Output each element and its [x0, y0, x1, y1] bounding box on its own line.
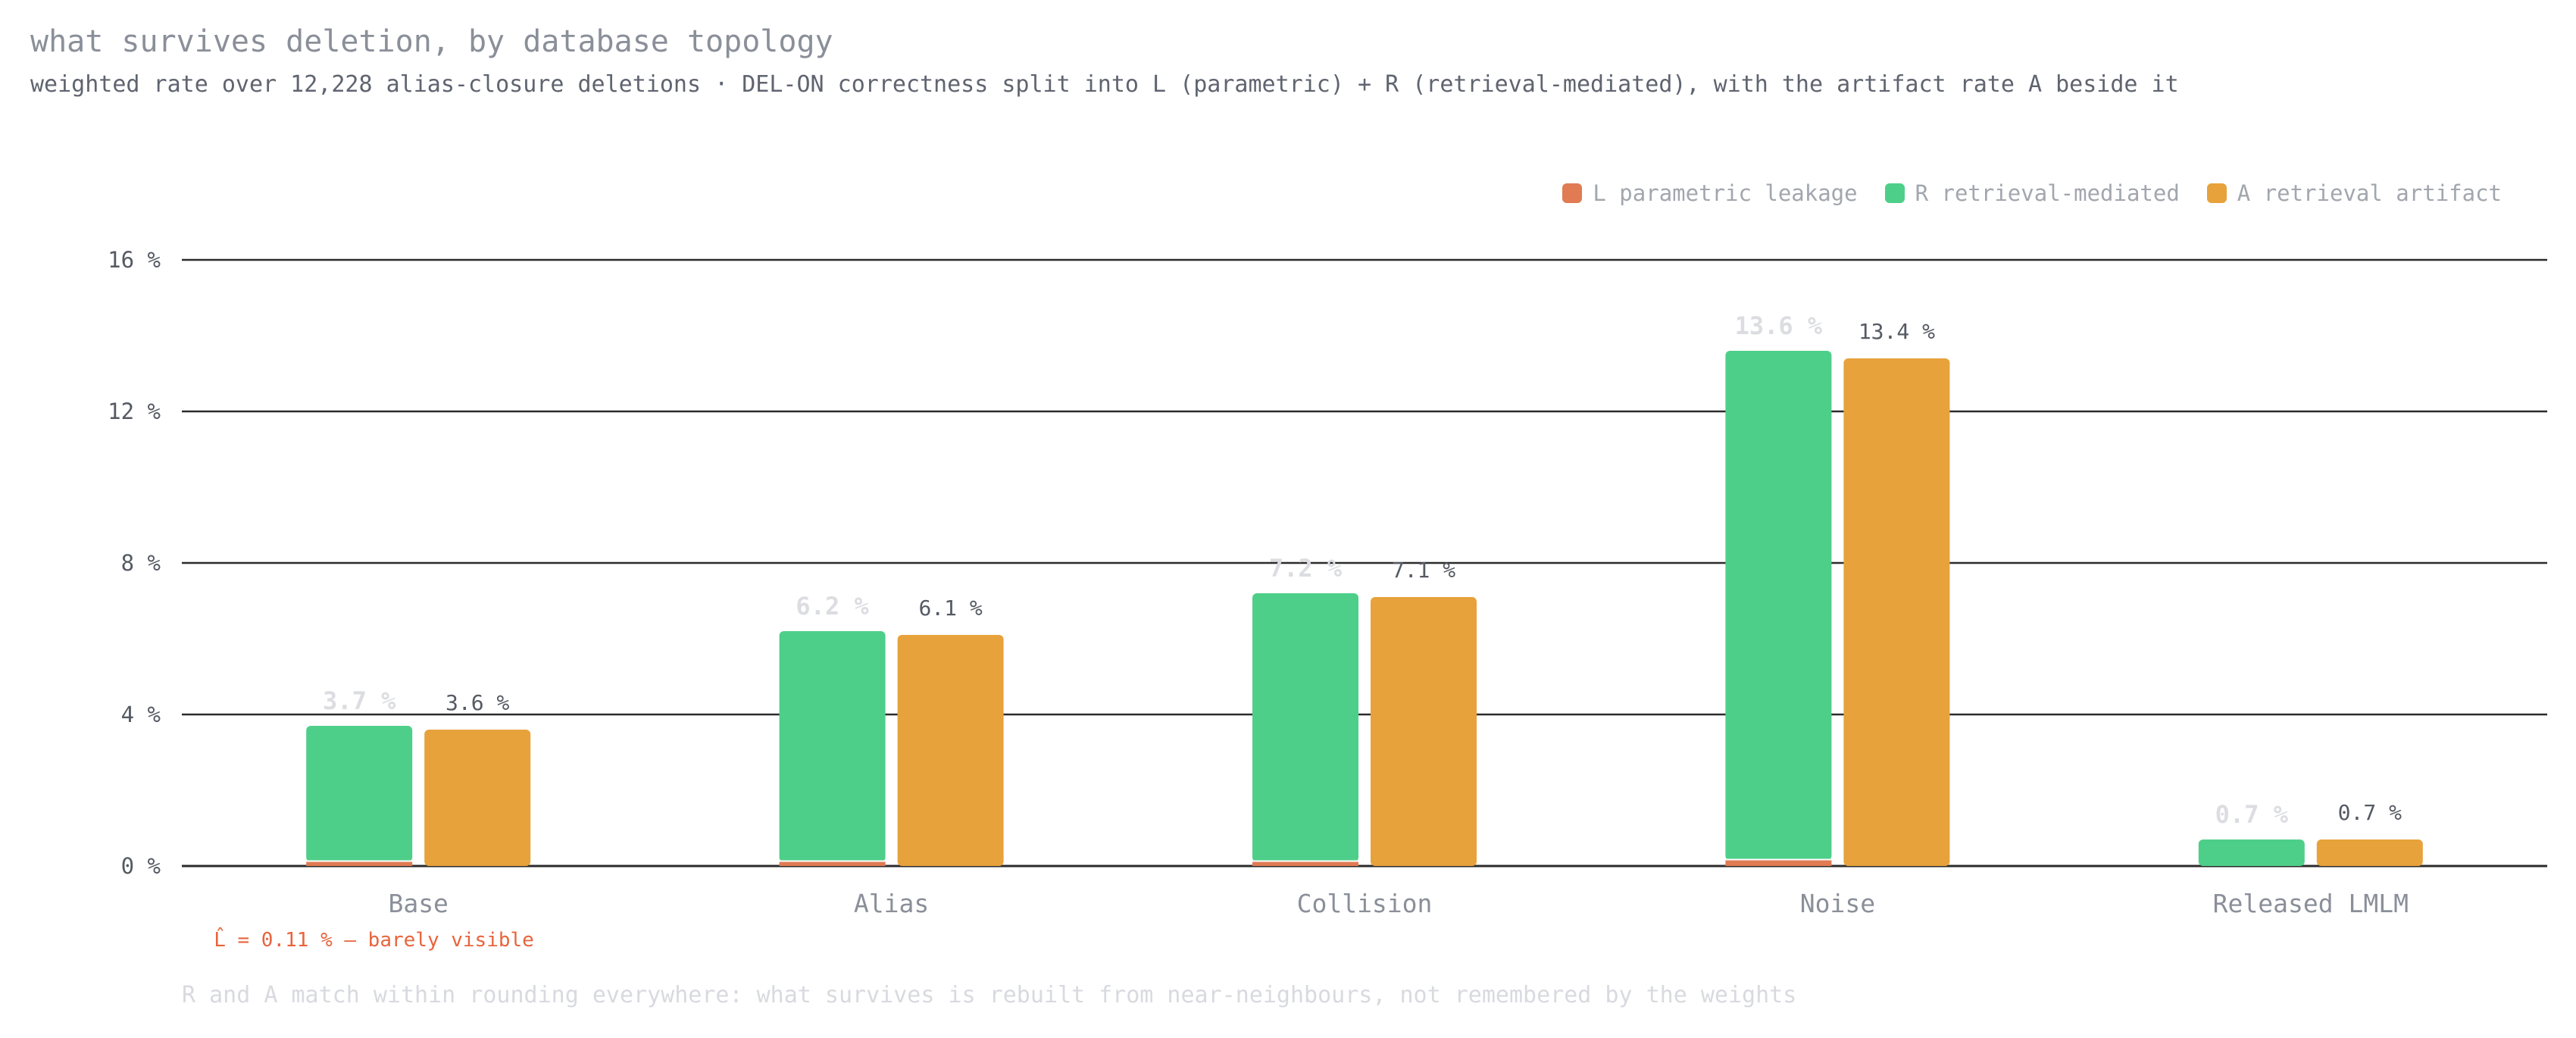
- data-label-del-on: 0.7 %: [2215, 800, 2289, 829]
- x-tick-label: Base: [388, 889, 448, 918]
- legend-swatch-l: [1562, 183, 1583, 203]
- legend-item-l: L parametric leakage: [1562, 180, 1858, 206]
- bar-r-base: [306, 726, 413, 862]
- annotation-l-hat: L̂ = 0.11 % — barely visible: [214, 926, 534, 952]
- bar-a-base: [424, 730, 531, 866]
- data-label-artifact: 0.7 %: [2338, 800, 2402, 825]
- legend: L parametric leakage R retrieval-mediate…: [1562, 180, 2502, 206]
- chart-subtitle: weighted rate over 12,228 alias-closure …: [30, 71, 2179, 98]
- bar-a-released-lmlm: [2316, 839, 2423, 866]
- data-label-del-on: 3.7 %: [323, 686, 396, 715]
- data-label-artifact: 6.1 %: [918, 596, 982, 621]
- x-tick-label: Collision: [1297, 889, 1433, 918]
- legend-label-a: A retrieval artifact: [2237, 180, 2502, 206]
- bar-r-noise: [1725, 351, 1832, 861]
- legend-swatch-r: [1884, 183, 1905, 203]
- x-tick-label: Alias: [854, 889, 929, 918]
- data-label-artifact: 3.6 %: [445, 690, 509, 715]
- bar-a-alias: [897, 635, 1004, 866]
- legend-label-l: L parametric leakage: [1593, 180, 1858, 206]
- bar-r-alias: [779, 631, 886, 862]
- legend-item-r: R retrieval-mediated: [1884, 180, 2180, 206]
- bar-l-collision: [1252, 861, 1358, 866]
- y-tick-label: 0 %: [121, 853, 161, 879]
- legend-item-a: A retrieval artifact: [2206, 180, 2502, 206]
- bar-l-base: [306, 861, 413, 866]
- data-label-artifact: 7.1 %: [1392, 558, 1455, 583]
- data-label-artifact: 13.4 %: [1859, 319, 1935, 344]
- data-label-del-on: 6.2 %: [796, 592, 869, 621]
- data-label-del-on: 13.6 %: [1735, 311, 1823, 340]
- chart-footnote: R and A match within rounding everywhere…: [182, 982, 1797, 1008]
- x-tick-label: Noise: [1800, 889, 1875, 918]
- legend-swatch-a: [2206, 183, 2227, 203]
- bar-r-collision: [1252, 593, 1358, 862]
- bar-r-released-lmlm: [2198, 839, 2305, 866]
- y-tick-label: 4 %: [121, 702, 161, 727]
- bar-l-noise: [1725, 860, 1832, 866]
- bar-a-noise: [1843, 358, 1950, 866]
- y-tick-label: 12 %: [108, 399, 161, 424]
- legend-label-r: R retrieval-mediated: [1915, 180, 2180, 206]
- chart-title: what survives deletion, by database topo…: [30, 24, 833, 59]
- y-tick-label: 8 %: [121, 550, 161, 576]
- bar-l-alias: [779, 861, 886, 866]
- bar-a-collision: [1371, 597, 1477, 866]
- x-tick-label: Released LMLM: [2213, 889, 2409, 918]
- data-label-del-on: 7.2 %: [1269, 554, 1343, 583]
- y-tick-label: 16 %: [108, 247, 161, 273]
